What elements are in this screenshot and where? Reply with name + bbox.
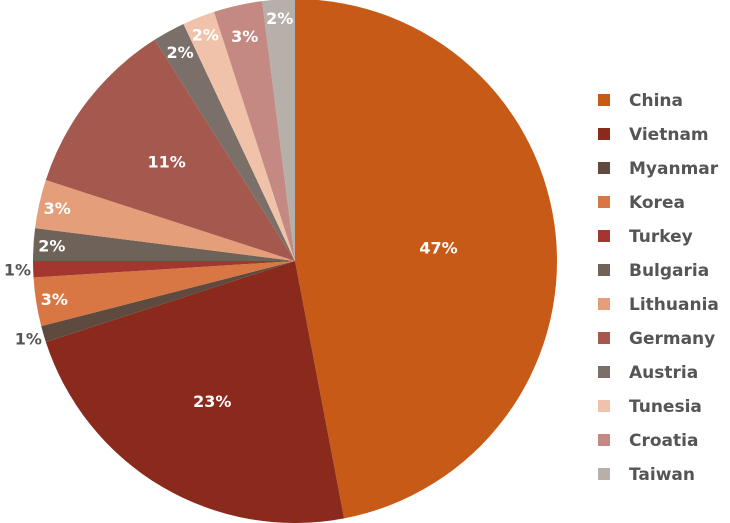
slice-label-croatia: 3%	[231, 27, 258, 46]
legend-label-taiwan: Taiwan	[629, 465, 695, 485]
slice-label-lithuania: 3%	[44, 199, 71, 218]
pie-slice-bulgaria	[33, 228, 295, 261]
pie-slice-korea	[33, 261, 296, 327]
pie-slice-lithuania	[35, 180, 295, 261]
legend-label-austria: Austria	[629, 363, 698, 383]
slice-label-vietnam: 23%	[193, 392, 231, 411]
legend-swatch-croatia	[598, 434, 610, 446]
legend-swatch-vietnam	[598, 128, 610, 140]
legend: China Vietnam Myanmar Korea Turkey Bulgaria Li…	[598, 91, 719, 485]
legend-label-germany: Germany	[629, 329, 715, 349]
legend-swatch-turkey	[598, 230, 610, 242]
legend-label-lithuania: Lithuania	[629, 295, 719, 315]
legend-label-tunesia: Tunesia	[629, 397, 702, 417]
legend-label-korea: Korea	[629, 193, 685, 213]
slice-label-germany: 11%	[147, 152, 185, 171]
pie-labels: 47%23%1%3%1%2%3%11%2%2% 3%2%	[4, 9, 458, 411]
legend-swatch-korea	[598, 196, 610, 208]
legend-swatch-lithuania	[598, 298, 610, 310]
pie-slice-vietnam	[45, 261, 345, 523]
pie-slice-germany	[45, 39, 295, 261]
legend-label-vietnam: Vietnam	[629, 125, 709, 145]
pie-slice-myanmar	[41, 261, 296, 342]
legend-label-myanmar: Myanmar	[629, 159, 719, 179]
legend-label-china: China	[629, 91, 683, 111]
slice-label-austria: 2%	[167, 43, 194, 62]
slice-label-china: 47%	[419, 238, 457, 257]
pie-slice-turkey	[33, 261, 295, 278]
legend-swatch-myanmar	[598, 162, 610, 174]
legend-label-croatia: Croatia	[629, 431, 698, 451]
slice-label-turkey: 1%	[4, 261, 31, 280]
legend-swatch-tunesia	[598, 400, 610, 412]
slice-label-bulgaria: 2%	[38, 237, 65, 256]
pie-slice-tunesia	[183, 11, 295, 261]
legend-swatch-germany	[598, 332, 610, 344]
slice-label-tunesia: 2%	[192, 26, 219, 45]
pie-slice-taiwan	[262, 0, 295, 261]
legend-swatch-bulgaria	[598, 264, 610, 276]
slice-label-korea: 3%	[41, 290, 68, 309]
pie-slice-croatia	[214, 1, 295, 261]
pie-slice-china	[295, 0, 557, 519]
legend-label-turkey: Turkey	[629, 227, 693, 247]
pie-slice-austria	[154, 23, 295, 261]
legend-swatch-china	[598, 94, 610, 106]
legend-swatch-austria	[598, 366, 610, 378]
slice-label-myanmar: 1%	[15, 330, 42, 349]
legend-swatch-taiwan	[598, 468, 610, 480]
pie-slices	[33, 0, 557, 523]
legend-label-bulgaria: Bulgaria	[629, 261, 709, 281]
slice-label-taiwan: 2%	[266, 9, 293, 28]
